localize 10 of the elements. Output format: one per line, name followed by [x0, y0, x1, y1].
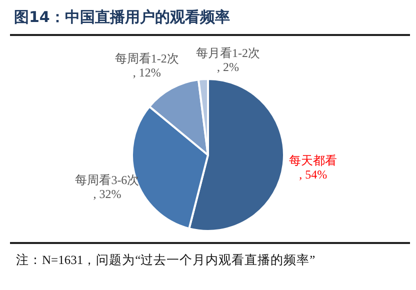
data-label: , 54% — [299, 167, 328, 182]
slice-label: 每天都看 — [289, 153, 338, 168]
data-label: , 32% — [93, 186, 122, 201]
data-label: , 2% — [217, 60, 239, 74]
data-label: , 12% — [132, 65, 161, 80]
slice-label: 每周看1-2次 — [114, 51, 179, 66]
slice-label: 每周看3-6次 — [75, 172, 140, 187]
slice-label: 每月看1-2次 — [196, 46, 260, 60]
chart-title: 图14：中国直播用户的观看频率 — [14, 8, 230, 27]
text: 注：N=1631，问题为“过去一个月内观看直播的频率” — [16, 252, 316, 268]
